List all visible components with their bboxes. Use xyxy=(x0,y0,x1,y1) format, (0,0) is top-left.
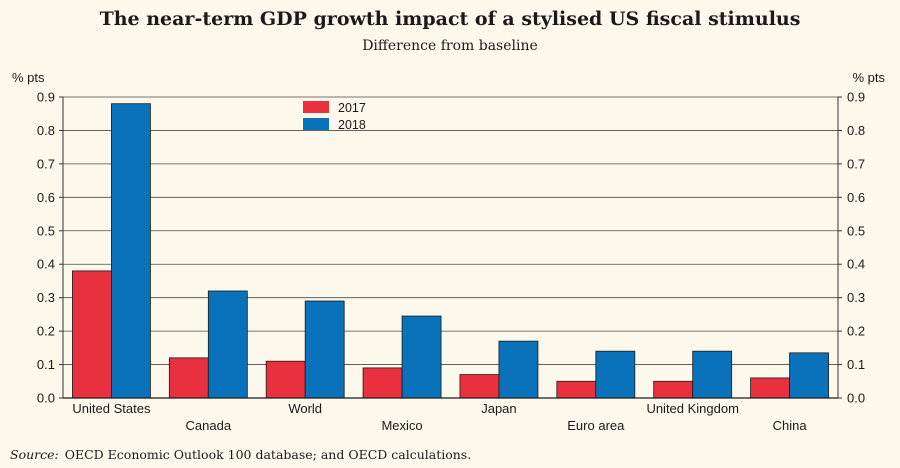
legend-label-2018: 2018 xyxy=(338,118,366,132)
bar-2018 xyxy=(111,103,151,399)
y-tick-label-left: 0.2 xyxy=(37,324,55,339)
chart-title: The near-term GDP growth impact of a sty… xyxy=(99,8,801,30)
bar-2018 xyxy=(789,352,829,399)
bar-2017 xyxy=(653,380,694,399)
x-category-label: United Kingdom xyxy=(646,401,739,416)
y-axis-label-left: % pts xyxy=(12,70,45,85)
bar-2018 xyxy=(401,315,442,399)
bar-2017 xyxy=(750,377,790,399)
bar-2017 xyxy=(459,374,500,399)
x-category-label: World xyxy=(288,401,322,416)
bar-2017 xyxy=(362,367,403,399)
source-note: Source: OECD Economic Outlook 100 databas… xyxy=(10,447,471,462)
source-label: Source: xyxy=(10,447,59,462)
y-tick-label-right: 0.3 xyxy=(847,290,865,305)
x-category-label: Japan xyxy=(481,401,516,416)
bar-2017 xyxy=(168,357,209,399)
x-category-label: China xyxy=(773,418,808,433)
bar-2018 xyxy=(304,300,345,399)
y-tick-label-right: 0.2 xyxy=(847,324,865,339)
bar-2017 xyxy=(265,360,306,399)
x-category-label: Canada xyxy=(186,418,232,433)
bar-2017 xyxy=(556,380,597,399)
chart-subtitle: Difference from baseline xyxy=(362,38,538,54)
y-tick-label-right: 0.1 xyxy=(847,357,865,372)
y-tick-label-right: 0.0 xyxy=(847,391,865,406)
y-tick-label-left: 0.4 xyxy=(37,257,55,272)
y-tick-label-left: 0.1 xyxy=(37,357,55,372)
legend-swatch-2018 xyxy=(303,118,329,130)
bar-2018 xyxy=(207,290,248,399)
bar-2018 xyxy=(595,350,636,399)
y-tick-label-left: 0.3 xyxy=(37,290,55,305)
y-tick-label-left: 0.5 xyxy=(37,223,55,238)
legend-swatch-2017 xyxy=(303,101,329,113)
bar-2018 xyxy=(692,350,733,399)
y-tick-label-right: 0.5 xyxy=(847,223,865,238)
y-tick-label-right: 0.8 xyxy=(847,123,865,138)
y-tick-label-right: 0.7 xyxy=(847,156,865,171)
y-axis-label-right: % pts xyxy=(852,70,885,85)
y-tick-label-right: 0.6 xyxy=(847,190,865,205)
y-tick-label-left: 0.6 xyxy=(37,190,55,205)
y-tick-label-right: 0.4 xyxy=(847,257,865,272)
x-category-label: Mexico xyxy=(381,418,422,433)
source-text: OECD Economic Outlook 100 database; and … xyxy=(64,447,472,462)
x-category-label: Euro area xyxy=(567,418,625,433)
bar-2017 xyxy=(72,270,112,399)
y-tick-label-left: 0.0 xyxy=(37,391,55,406)
y-tick-label-left: 0.9 xyxy=(37,90,55,105)
x-category-label: United States xyxy=(72,401,151,416)
y-tick-label-left: 0.7 xyxy=(37,156,55,171)
y-tick-label-left: 0.8 xyxy=(37,123,55,138)
bar-2018 xyxy=(498,340,539,399)
legend-label-2017: 2017 xyxy=(338,101,366,115)
y-tick-label-right: 0.9 xyxy=(847,90,865,105)
